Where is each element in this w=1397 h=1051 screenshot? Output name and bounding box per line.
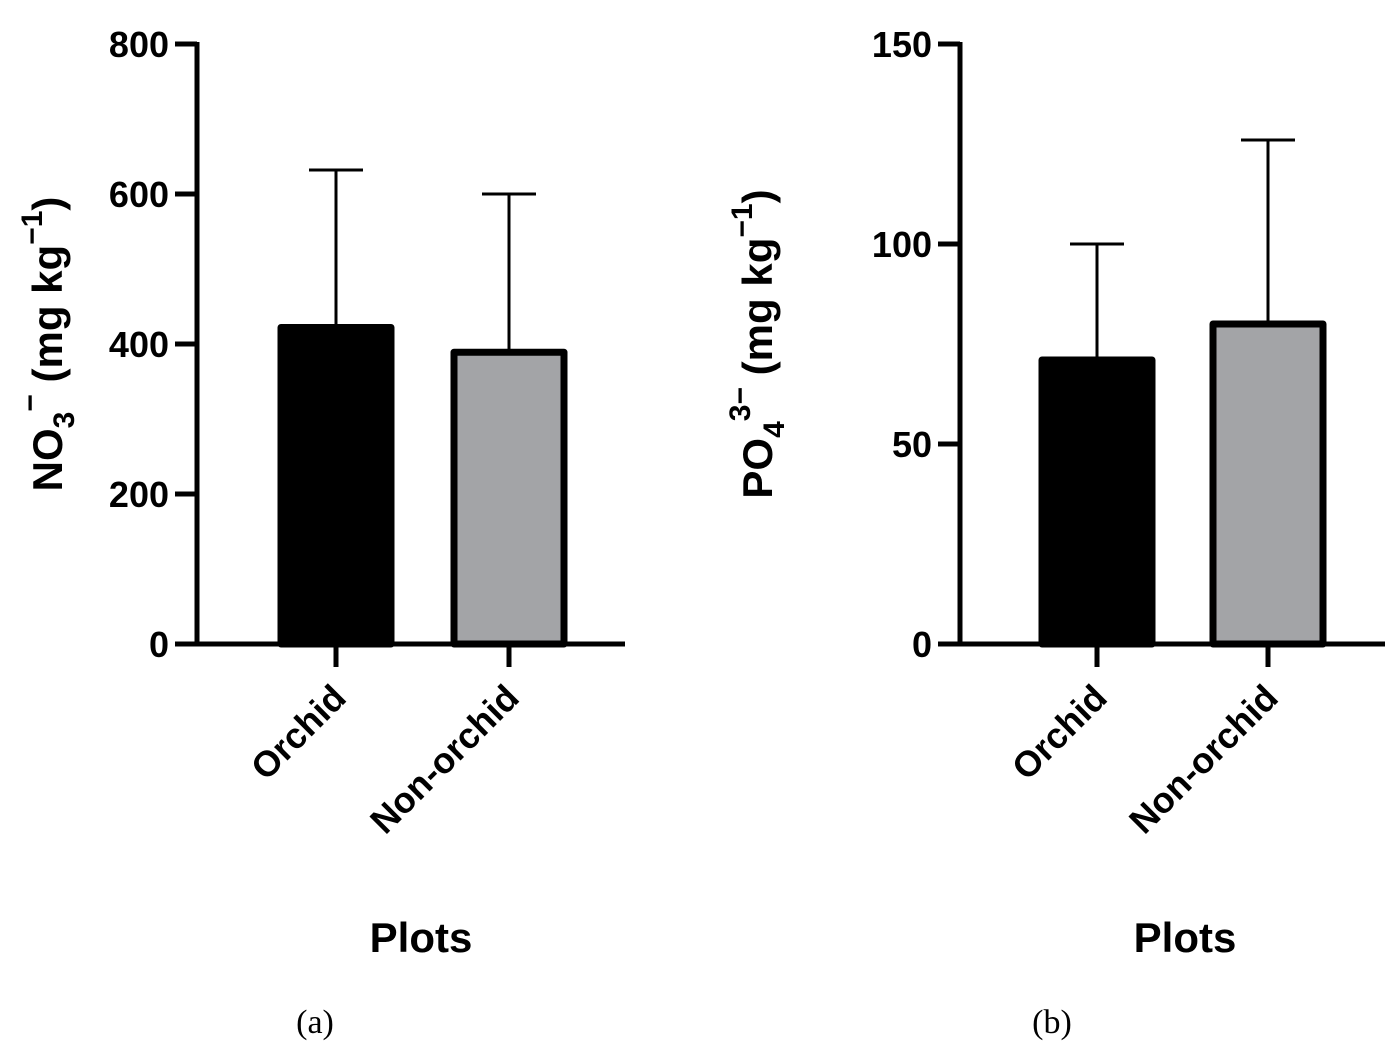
y-tick-label: 800 [109, 24, 169, 65]
y-tick-label: 50 [892, 424, 932, 465]
y-axis-title-units-prefix: (mg kg [734, 238, 781, 387]
panel-label: (a) [296, 1004, 334, 1041]
y-tick-label: 200 [109, 474, 169, 515]
y-tick-label: 100 [872, 224, 932, 265]
y-axis-title-main: NO [24, 428, 71, 491]
bar-non-orchid [450, 348, 568, 648]
y-axis-title: PO43− (mg kg−1) [724, 189, 791, 498]
y-axis-title-units-suffix: ) [734, 189, 781, 203]
y-axis-title-units-suffix: ) [24, 197, 71, 211]
y-axis-title-sub: 4 [758, 421, 791, 438]
y-axis-title-units-sup: −1 [726, 203, 759, 237]
y-axis-title-units-sup: −1 [16, 211, 49, 245]
panel-label: (b) [1032, 1004, 1072, 1041]
y-axis-title-sup: − [14, 394, 47, 412]
y-axis-title-sub: 3 [48, 412, 81, 429]
y-axis-title: NO3− (mg kg−1) [14, 197, 81, 492]
bar-orchid [1038, 356, 1156, 648]
y-tick-label: 0 [149, 624, 169, 665]
y-axis-title-units-prefix: (mg kg [24, 245, 71, 394]
bar-non-orchid [1209, 320, 1327, 648]
y-tick-label: 400 [109, 324, 169, 365]
x-axis-title: Plots [370, 914, 473, 961]
bar-orchid [277, 324, 395, 648]
x-category-label: Non-orchid [1121, 677, 1286, 842]
x-category-label: Non-orchid [362, 677, 527, 842]
y-tick-label: 150 [872, 24, 932, 65]
x-category-label: Orchid [243, 677, 354, 788]
x-axis-title: Plots [1134, 914, 1237, 961]
y-tick-label: 600 [109, 174, 169, 215]
y-tick-label: 0 [912, 624, 932, 665]
x-category-label: Orchid [1004, 677, 1115, 788]
panel-a-nitrate-chart: 0 200 400 600 800 Orchid Non-orchid NO3− (mg kg… [14, 24, 625, 1041]
panel-b-phosphate-chart: 0 50 100 150 Orchid Non-orchid PO43− (mg kg−1)… [724, 24, 1385, 1041]
y-axis-title-sup: 3− [724, 387, 757, 421]
y-axis-title-main: PO [734, 438, 781, 499]
